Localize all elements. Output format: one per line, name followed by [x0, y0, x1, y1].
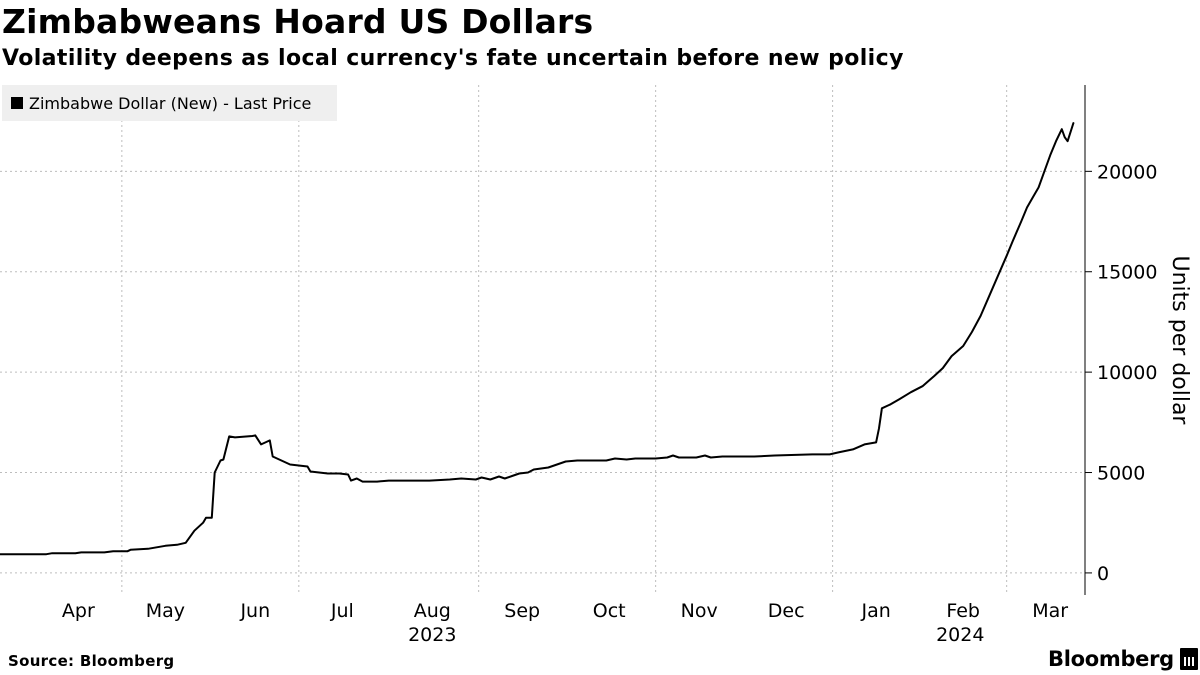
x-tick-label: Jul	[330, 600, 354, 622]
x-tick-label: Apr	[62, 600, 95, 622]
x-tick-label: Oct	[593, 600, 626, 622]
source-note: Source: Bloomberg	[8, 652, 175, 670]
y-tick-label: 5000	[1097, 463, 1145, 485]
x-tick-label: Aug	[414, 600, 451, 622]
x-tick-label: Jun	[239, 600, 270, 622]
x-tick-label: Sep	[504, 600, 540, 622]
legend-label: Zimbabwe Dollar (New) - Last Price	[29, 93, 312, 113]
chart-title: Zimbabweans Hoard US Dollars	[2, 2, 594, 41]
brand-logo: Bloomberg	[1048, 647, 1198, 671]
x-tick-label: Jan	[860, 600, 890, 622]
bloomberg-terminal-icon	[1179, 648, 1198, 670]
legend: Zimbabwe Dollar (New) - Last Price	[2, 85, 337, 121]
x-tick-label: Feb	[946, 600, 980, 622]
x-tick-label: Nov	[681, 600, 718, 622]
y-tick-label: 20000	[1097, 161, 1157, 183]
chart-subtitle: Volatility deepens as local currency's f…	[2, 46, 904, 71]
series-line	[0, 122, 1075, 556]
x-year-label: 2024	[936, 624, 984, 646]
brand-name: Bloomberg	[1048, 647, 1174, 671]
y-tick-label: 15000	[1097, 262, 1157, 284]
x-tick-label: Mar	[1032, 600, 1068, 622]
x-tick-label: May	[146, 600, 185, 622]
x-tick-label: Dec	[768, 600, 805, 622]
y-tick-label: 0	[1097, 563, 1109, 585]
legend-swatch	[11, 97, 23, 109]
y-tick-label: 10000	[1097, 362, 1157, 384]
x-year-label: 2023	[408, 624, 456, 646]
y-axis-title: Units per dollar	[1167, 256, 1192, 426]
